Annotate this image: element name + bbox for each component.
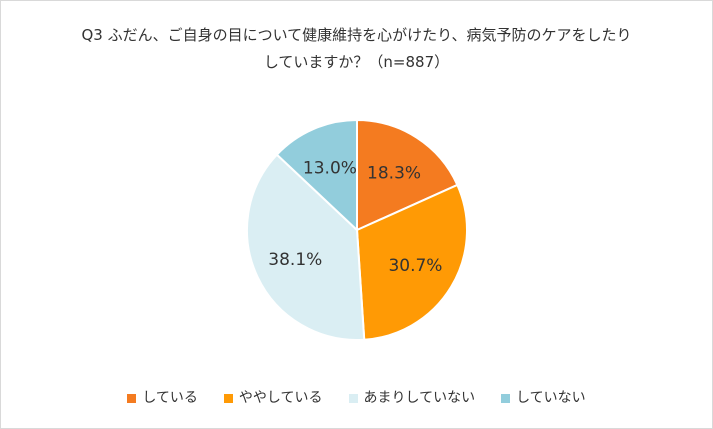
- legend-swatch-1: [127, 393, 137, 403]
- pie-slice-3: [246, 153, 366, 341]
- pie-slice-1: [356, 118, 459, 232]
- legend-item-1: している: [127, 389, 198, 407]
- legend-item-2: ややしている: [223, 389, 323, 407]
- chart-title-line-1: Q3 ふだん、ご自身の目について健康維持を心がけたり、病気予防のケアをしたり: [81, 26, 632, 44]
- legend-item-3: あまりしていない: [348, 389, 476, 407]
- legend-label-3: あまりしていない: [363, 390, 476, 406]
- data-label-4: 13.0%: [303, 158, 357, 178]
- pie-slice-4: [275, 118, 358, 233]
- legend-label-2: ややしている: [238, 390, 323, 406]
- chart-legend: している ややしている あまりしていない していない: [1, 389, 712, 407]
- legend-swatch-4: [501, 393, 511, 403]
- data-label-2: 30.7%: [388, 256, 442, 276]
- pie-slice-2: [355, 183, 468, 341]
- data-label-1: 18.3%: [367, 164, 421, 184]
- legend-swatch-2: [223, 393, 233, 403]
- legend-label-1: している: [142, 390, 198, 406]
- legend-label-4: していない: [516, 390, 586, 406]
- data-label-3: 38.1%: [268, 250, 322, 270]
- legend-item-4: していない: [501, 389, 586, 407]
- chart-title-line-2: していますか？（n=887）: [263, 53, 450, 71]
- legend-swatch-3: [348, 393, 358, 403]
